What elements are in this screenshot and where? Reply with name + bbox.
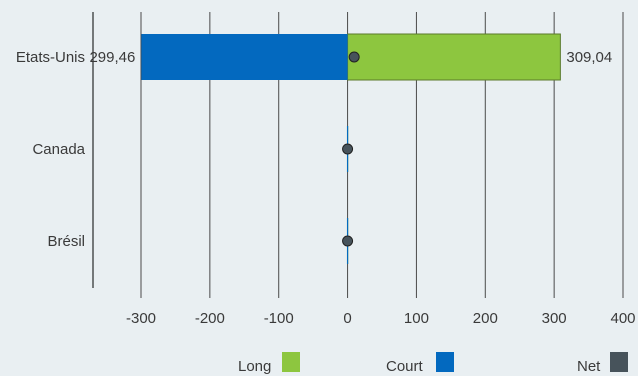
category-label-1: Canada: [32, 141, 85, 158]
x-tick-label-3: 0: [343, 310, 351, 327]
legend-label: Court: [386, 358, 423, 375]
point-net-0: [348, 51, 360, 63]
point-net-1: [342, 143, 354, 155]
data-label-court-0: 299,46: [89, 49, 135, 66]
data-label-long-0: 309,04: [566, 49, 612, 66]
legend-swatch: [610, 352, 628, 372]
x-tick-label-5: 200: [473, 310, 498, 327]
category-label-2: Brésil: [47, 233, 85, 250]
x-tick-label-0: -300: [126, 310, 156, 327]
x-tick-label-7: 400: [610, 310, 635, 327]
legend-label: Long: [238, 358, 272, 375]
legend-swatch: [282, 352, 300, 372]
x-tick-label-4: 100: [404, 310, 429, 327]
point-net-2: [342, 235, 354, 247]
legend-label: Net: [577, 358, 601, 375]
x-tick-label-2: -100: [264, 310, 294, 327]
legend-swatch: [436, 352, 454, 372]
category-label-0: Etats-Unis: [16, 49, 85, 66]
bar-long-0: [347, 33, 561, 81]
x-tick-label-1: -200: [195, 310, 225, 327]
bar-court-0: [141, 34, 348, 80]
x-tick-label-6: 300: [542, 310, 567, 327]
